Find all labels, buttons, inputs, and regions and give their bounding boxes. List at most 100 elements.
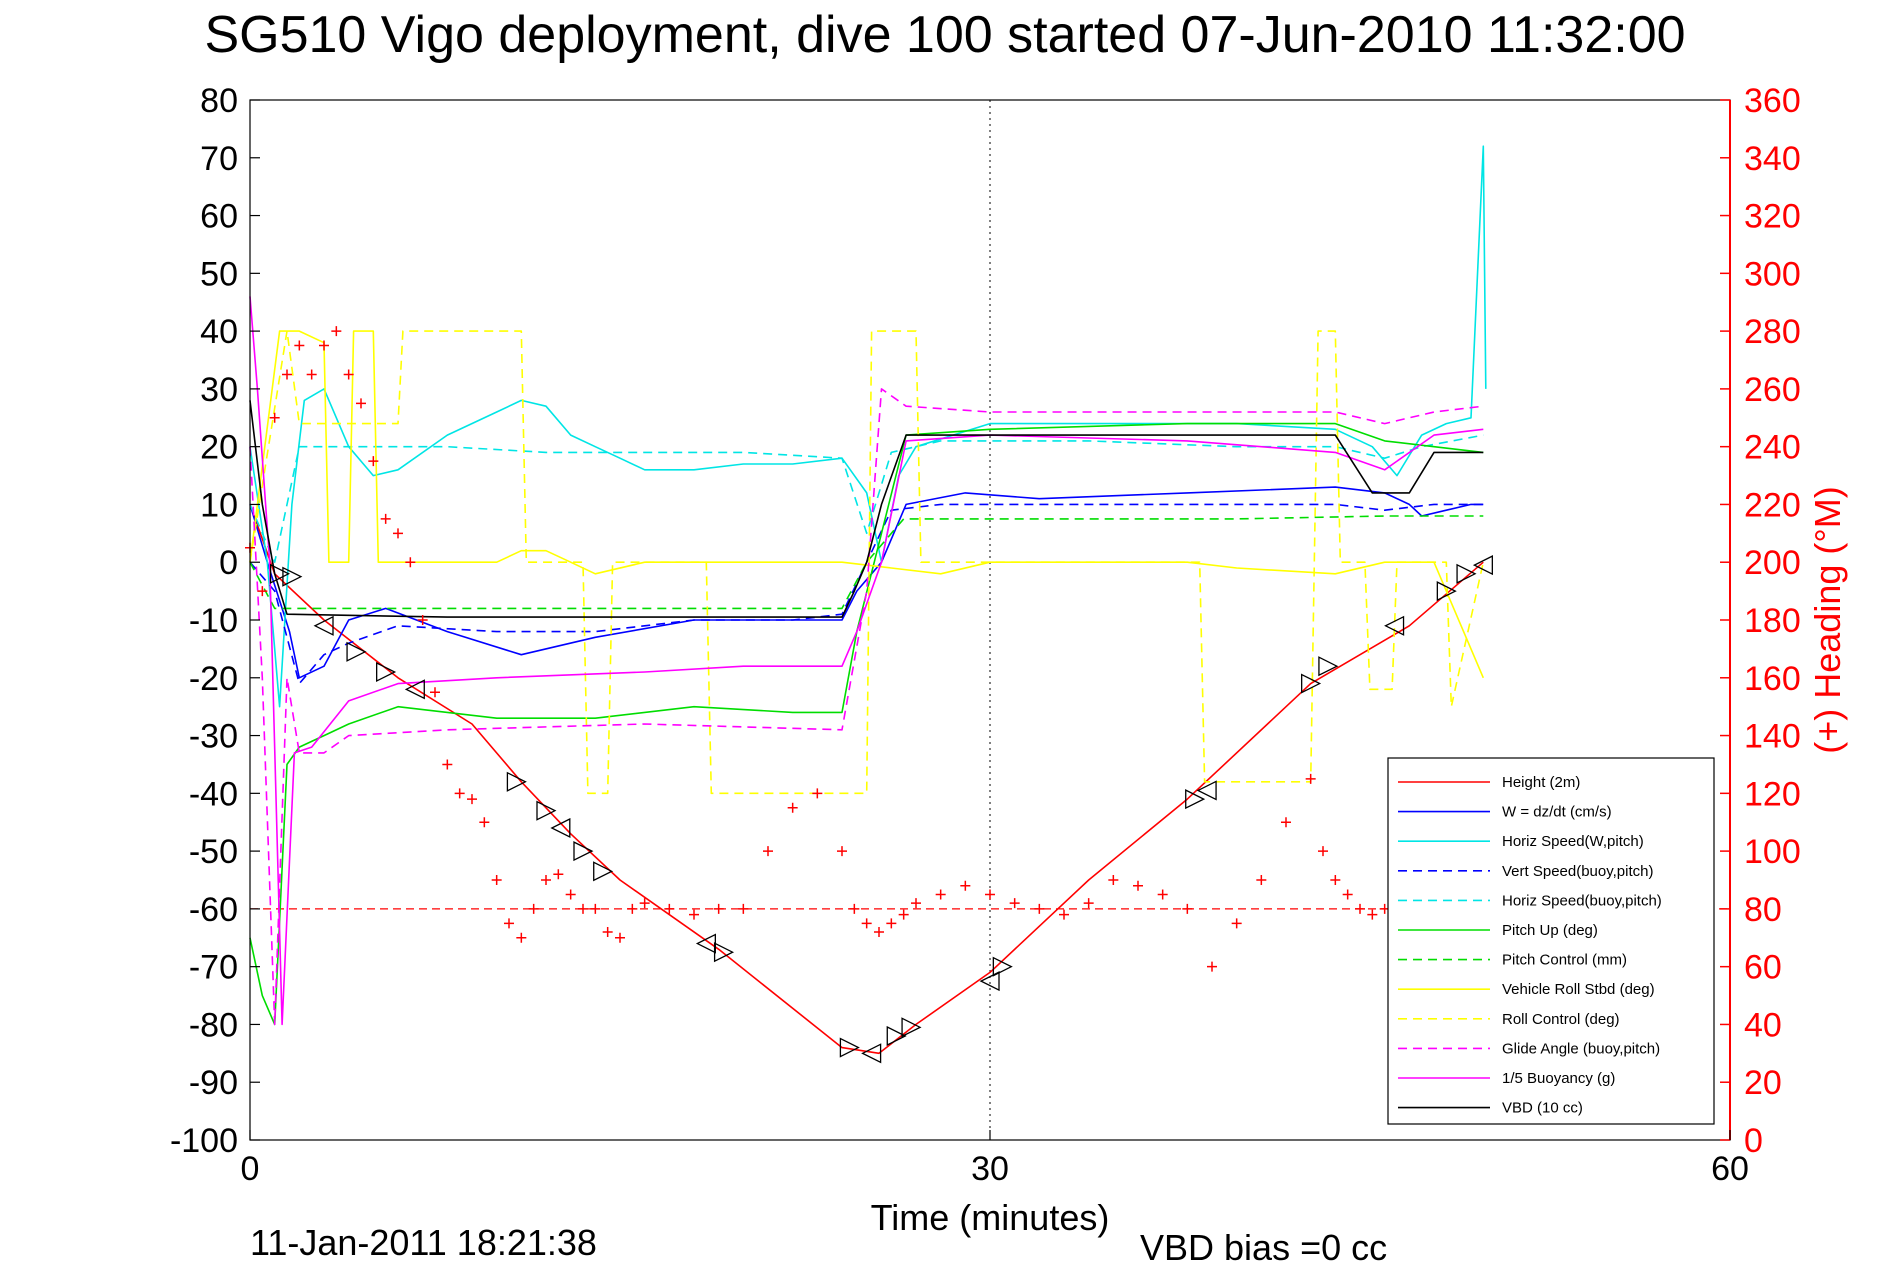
heading-point: [1108, 875, 1119, 885]
heading-point: [541, 875, 551, 885]
right-axis-label: (+) Heading (°M): [1807, 486, 1848, 753]
chart-title: SG510 Vigo deployment, dive 100 started …: [204, 6, 1685, 64]
time-marker: [346, 641, 367, 662]
left-tick-label: 30: [200, 371, 238, 409]
heading-point: [1330, 875, 1341, 885]
time-marker: [1436, 581, 1457, 602]
heading-point: [911, 898, 921, 909]
heading-layer: [245, 326, 1402, 972]
heading-point: [1355, 903, 1365, 914]
heading-point: [491, 875, 502, 885]
right-tick-label: 180: [1744, 602, 1801, 640]
heading-point: [639, 898, 650, 909]
legend-label-roll-control-deg: Roll Control (deg): [1502, 1011, 1620, 1028]
x-axis-label: Time (minutes): [871, 1197, 1110, 1238]
timestamp: 11-Jan-2011 18:21:38: [250, 1222, 597, 1262]
series-pitch-control-mm: [249, 515, 1484, 610]
heading-point: [849, 903, 860, 914]
heading-point: [1034, 903, 1045, 914]
right-tick-label: 20: [1744, 1064, 1782, 1102]
left-tick-label: 50: [200, 255, 238, 293]
left-tick-label: 10: [200, 486, 238, 524]
heading-point: [1207, 961, 1217, 972]
time-marker: [1318, 656, 1339, 677]
time-marker: [506, 771, 527, 792]
series-vert-speed-buoy-pitch: [249, 503, 1484, 685]
time-marker: [593, 861, 614, 882]
heading-point: [306, 369, 317, 380]
legend-label-1-5-buoyancy-g: 1/5 Buoyancy (g): [1502, 1070, 1615, 1087]
left-tick-label: 40: [200, 313, 238, 351]
heading-point: [689, 909, 699, 920]
right-tick-label: 320: [1744, 198, 1801, 236]
heading-point: [738, 903, 749, 914]
series-vbd-10-cc: [249, 400, 1484, 618]
right-tick-label: 360: [1744, 82, 1801, 120]
series-pitch-up-deg: [249, 422, 1484, 1026]
heading-point: [442, 759, 453, 770]
right-axis: 3603403203002802602402202001801601401201…: [1720, 82, 1801, 1160]
left-tick-label: -30: [189, 718, 238, 756]
right-tick-label: 100: [1744, 833, 1801, 871]
right-tick-label: 60: [1744, 949, 1782, 987]
heading-point: [1318, 846, 1328, 857]
heading-point: [405, 557, 416, 568]
right-tick-label: 340: [1744, 140, 1801, 178]
legend-label-horiz-speed-buoy-pitch: Horiz Speed(buoy,pitch): [1502, 892, 1662, 909]
heading-point: [590, 903, 601, 914]
heading-point: [1182, 903, 1193, 914]
heading-point: [368, 456, 379, 467]
legend-label-glide-angle-buoy-pitch: Glide Angle (buoy,pitch): [1502, 1040, 1660, 1057]
left-axis: 80 70 60 50 40 30 20 10 0 -10 -20 -30 -40 -50 -60 -70 -8…: [170, 82, 260, 1160]
right-tick-label: 220: [1744, 486, 1801, 524]
time-marker: [713, 942, 735, 963]
heading-point: [1256, 875, 1267, 885]
heading-point: [1231, 918, 1242, 929]
heading-point: [1305, 773, 1316, 784]
time-marker: [404, 679, 425, 700]
heading-point: [861, 918, 872, 929]
right-tick-label: 40: [1744, 1006, 1782, 1044]
legend-label-vehicle-roll-stbd-deg: Vehicle Roll Stbd (deg): [1502, 981, 1655, 998]
time-marker: [376, 661, 397, 683]
time-marker: [992, 956, 1013, 977]
time-marker: [861, 1043, 882, 1064]
heading-point: [553, 869, 564, 880]
time-marker: [1196, 780, 1217, 801]
series-horiz-speed-buoy-pitch: [249, 434, 1484, 564]
legend-box: [1387, 757, 1715, 1125]
heading-point: [479, 817, 490, 828]
time-marker: [1384, 615, 1405, 636]
series-layer: [249, 145, 1487, 1055]
heading-point: [763, 846, 773, 857]
right-tick-label: 0: [1744, 1122, 1763, 1160]
heading-point: [331, 326, 342, 337]
vbd-bias: VBD bias =0 cc: [1140, 1227, 1387, 1262]
heading-point: [1367, 909, 1378, 920]
heading-point: [430, 687, 440, 698]
heading-point: [812, 788, 823, 799]
heading-point: [294, 340, 305, 351]
x-tick-label: 30: [971, 1150, 1009, 1188]
left-tick-label: -90: [189, 1064, 238, 1102]
legend-label-vbd-10-cc: VBD (10 cc): [1502, 1100, 1583, 1117]
left-tick-label: -40: [189, 775, 238, 813]
heading-point: [960, 880, 971, 891]
heading-point: [393, 528, 403, 539]
heading-point: [1133, 880, 1143, 891]
legend-label-horiz-speed-w-pitch: Horiz Speed(W,pitch): [1502, 833, 1644, 850]
time-marker: [839, 1037, 860, 1058]
heading-point: [898, 909, 909, 920]
heading-point: [615, 932, 625, 943]
heading-point: [664, 903, 675, 914]
right-tick-label: 80: [1744, 891, 1782, 929]
left-tick-label: -100: [170, 1122, 238, 1160]
heading-point: [837, 846, 847, 857]
heading-point: [578, 903, 588, 914]
left-tick-label: 60: [200, 198, 238, 236]
heading-point: [1059, 909, 1069, 920]
right-tick-label: 120: [1744, 775, 1801, 813]
left-tick-label: 20: [200, 429, 238, 467]
heading-point: [627, 903, 638, 914]
